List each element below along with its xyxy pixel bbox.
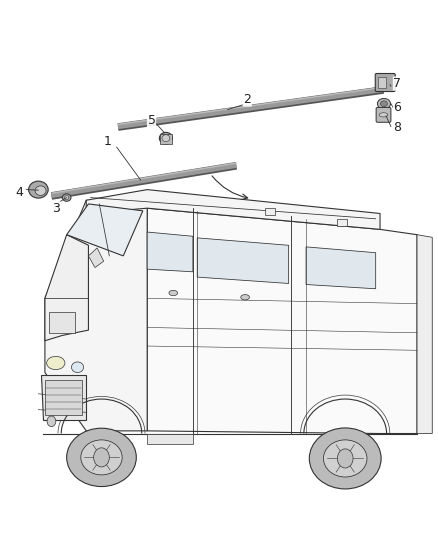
Polygon shape	[306, 247, 376, 289]
Circle shape	[337, 449, 353, 468]
Polygon shape	[417, 235, 432, 433]
Polygon shape	[45, 200, 147, 431]
Text: 3: 3	[52, 201, 60, 215]
Ellipse shape	[81, 440, 122, 475]
Ellipse shape	[162, 135, 170, 142]
Ellipse shape	[47, 357, 65, 369]
Ellipse shape	[35, 186, 46, 196]
Ellipse shape	[28, 181, 48, 198]
Polygon shape	[147, 232, 193, 272]
Text: 1: 1	[104, 135, 112, 148]
Ellipse shape	[159, 132, 173, 144]
Bar	[49, 312, 75, 333]
Polygon shape	[45, 381, 82, 415]
Polygon shape	[86, 190, 380, 229]
Text: 5: 5	[148, 114, 155, 127]
Ellipse shape	[309, 428, 381, 489]
Text: 8: 8	[393, 121, 402, 134]
Bar	[336, 219, 346, 226]
Ellipse shape	[64, 196, 69, 199]
Polygon shape	[147, 208, 417, 433]
Ellipse shape	[67, 428, 136, 487]
Bar	[378, 77, 386, 88]
FancyBboxPatch shape	[376, 108, 391, 122]
Text: 6: 6	[393, 101, 401, 114]
Ellipse shape	[241, 295, 250, 300]
Text: 4: 4	[16, 186, 24, 199]
Polygon shape	[41, 375, 86, 420]
Text: 7: 7	[393, 77, 402, 90]
Polygon shape	[88, 248, 104, 268]
Ellipse shape	[169, 290, 178, 296]
Ellipse shape	[381, 101, 388, 107]
Bar	[160, 134, 172, 144]
Ellipse shape	[71, 362, 84, 373]
Polygon shape	[147, 433, 193, 444]
Text: 2: 2	[244, 93, 251, 106]
FancyBboxPatch shape	[375, 74, 395, 92]
Polygon shape	[197, 238, 289, 284]
Bar	[265, 208, 275, 215]
Ellipse shape	[323, 440, 367, 477]
Ellipse shape	[378, 99, 391, 109]
Ellipse shape	[62, 194, 71, 201]
Ellipse shape	[379, 113, 388, 117]
Polygon shape	[67, 204, 143, 256]
Polygon shape	[45, 235, 88, 341]
Circle shape	[94, 448, 110, 467]
Circle shape	[47, 416, 56, 426]
